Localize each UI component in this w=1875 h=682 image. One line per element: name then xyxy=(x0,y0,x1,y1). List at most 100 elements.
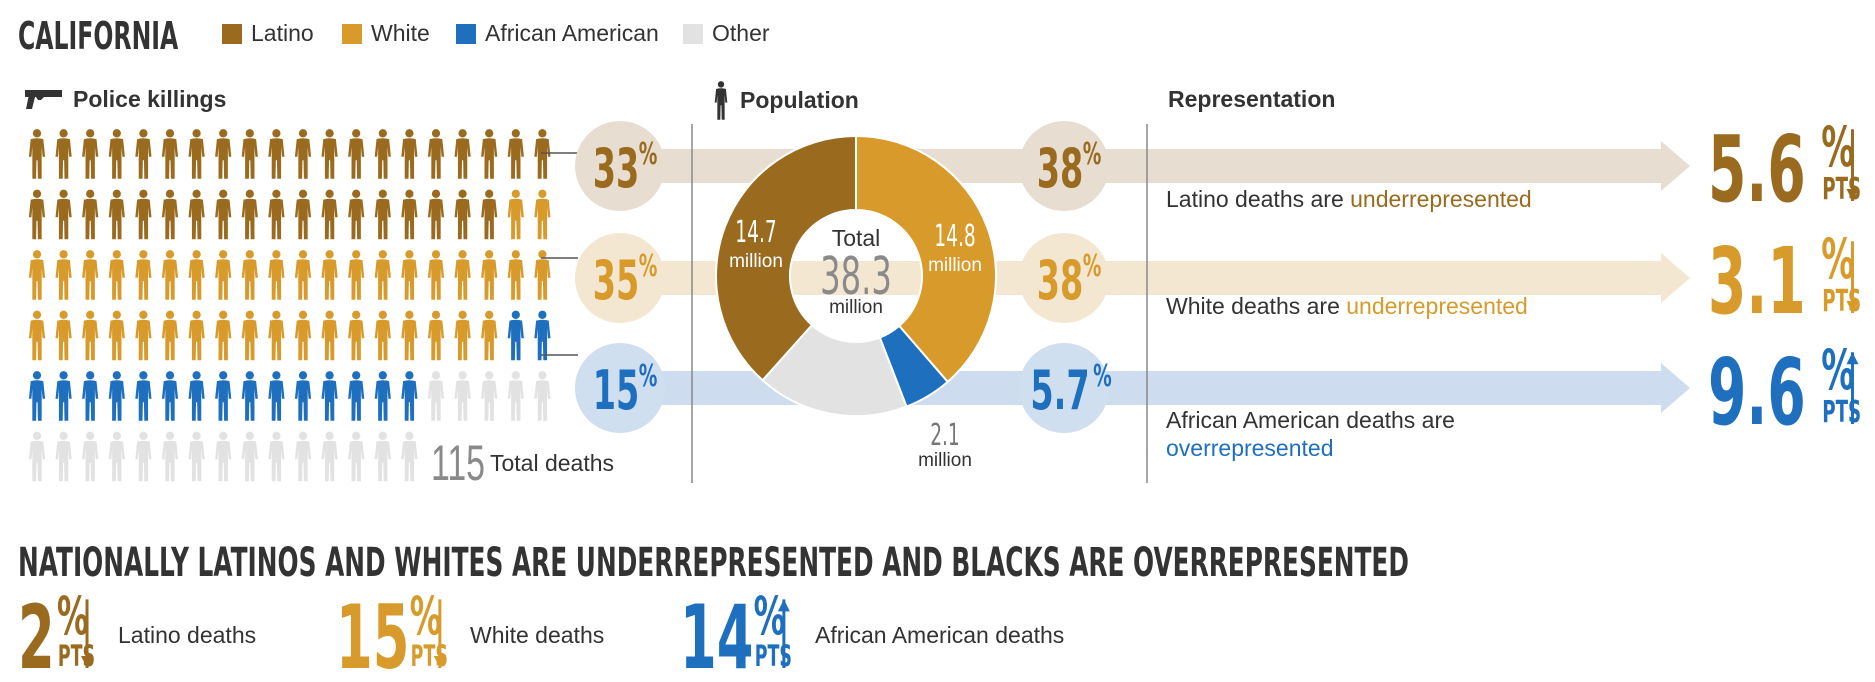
person-icon-white xyxy=(28,310,46,361)
person-icon-aa xyxy=(108,371,125,421)
national-pts-african-american-pts: PTS xyxy=(755,640,792,674)
national-label-african-american: African American deaths xyxy=(815,622,1065,648)
person-icon-white xyxy=(507,250,524,300)
rep-lead-african-american: African American deaths are xyxy=(1166,407,1455,433)
donut-center-label: Total xyxy=(832,225,881,251)
person-icon-latino xyxy=(294,129,312,179)
person-icon-other xyxy=(321,431,338,482)
person-icon-latino xyxy=(481,129,498,179)
person-icon-white xyxy=(241,250,258,300)
person-icon-aa xyxy=(215,371,232,421)
population-share-white-circle xyxy=(1019,233,1109,323)
person-icon-white xyxy=(55,310,72,361)
legend-label-african-american: African American xyxy=(485,20,659,46)
person-icon-latino xyxy=(268,129,285,179)
representation-text-white: White deaths are underrepresented xyxy=(1166,292,1528,320)
person-icon-latino xyxy=(427,129,445,179)
representation-text-latino: Latino deaths are underrepresented xyxy=(1166,185,1532,213)
person-icon-white xyxy=(188,250,205,300)
person-icon-aa xyxy=(268,371,285,421)
arrow-down-icon xyxy=(1846,129,1859,201)
national-headline: NATIONALLY LATINOS AND WHITES ARE UNDERR… xyxy=(18,540,1409,586)
national-pts-white-value: 15 xyxy=(336,588,409,682)
person-icon-white xyxy=(55,250,72,300)
legend-item-latino: Latino xyxy=(222,20,314,47)
national-label-latino: Latino deaths xyxy=(118,622,257,648)
person-icon-aa xyxy=(188,371,205,421)
donut-label-african-american-unit: million xyxy=(918,450,972,471)
person-icon-aa xyxy=(401,371,418,421)
legend-swatch-white xyxy=(342,23,362,44)
person-icon-aa xyxy=(135,371,152,421)
population-share-latino-pct: % xyxy=(1083,136,1102,171)
person-icon-white xyxy=(161,250,179,300)
person-icon-white xyxy=(374,250,391,300)
arrow-down-icon xyxy=(81,599,94,668)
person-icon-latino xyxy=(108,129,125,179)
donut-label-african-american-value: 2.1 xyxy=(930,417,960,452)
person-icon-latino xyxy=(188,189,205,240)
person-icon-white xyxy=(268,250,285,300)
person-icon-white xyxy=(534,189,551,240)
death-share-white-value: 35 xyxy=(593,249,640,313)
person-icon-other xyxy=(108,431,125,482)
person-icon-latino xyxy=(161,129,179,179)
representation-pts-african-american: 9.6 %PTS xyxy=(1708,338,1861,446)
person-icon-white xyxy=(348,310,365,361)
arrow-up-icon xyxy=(777,599,790,668)
person-icon-other xyxy=(161,431,179,482)
legend-label-latino: Latino xyxy=(251,20,314,46)
death-share-latino-value: 33 xyxy=(593,137,640,201)
person-icon-other xyxy=(268,431,285,482)
death-share-white-pct: % xyxy=(639,248,658,283)
person-icon-latino xyxy=(427,189,445,240)
person-icon-other xyxy=(427,371,445,421)
person-icon-latino xyxy=(268,189,285,240)
person-icon-latino xyxy=(454,129,471,179)
person-icon-aa xyxy=(374,371,391,421)
person-icon-white xyxy=(108,310,125,361)
section-label-police-killings: Police killings xyxy=(73,86,226,112)
person-icon-other xyxy=(481,371,498,421)
person-icon xyxy=(714,81,728,120)
person-icon-white xyxy=(454,310,471,361)
person-icon-latino xyxy=(507,129,524,179)
death-share-african-american-circle xyxy=(575,343,665,433)
person-icon-latino xyxy=(374,189,391,240)
donut-slice-white xyxy=(855,134,997,384)
person-icon-other xyxy=(348,431,365,482)
person-icon-aa xyxy=(241,371,258,421)
rep-word-white: underrepresented xyxy=(1346,293,1528,319)
band-arrow-white xyxy=(640,253,1690,303)
person-icon-white xyxy=(215,250,232,300)
person-icon-aa xyxy=(161,371,179,421)
rep-lead-white: White deaths are xyxy=(1166,293,1347,319)
person-icon-white xyxy=(82,250,99,300)
representation-pts-white-value: 3.1 xyxy=(1708,228,1806,335)
person-icon-aa xyxy=(507,310,524,361)
person-icon-other xyxy=(454,371,471,421)
legend-item-other: Other xyxy=(683,20,770,47)
person-icon-aa xyxy=(82,371,99,421)
person-icon-latino xyxy=(321,129,338,179)
person-icon-other xyxy=(534,371,551,421)
population-share-latino-circle xyxy=(1019,121,1109,211)
population-donut: 14.7million14.8million2.1millionTotal38.… xyxy=(715,134,997,471)
person-icon-white xyxy=(481,250,498,300)
donut-slice-other xyxy=(761,323,908,417)
person-icon-white xyxy=(321,250,338,300)
rep-lead-latino: Latino deaths are xyxy=(1166,186,1351,212)
person-icon-white xyxy=(294,250,312,300)
legend-label-other: Other xyxy=(712,20,770,46)
person-icon-white xyxy=(188,310,205,361)
representation-pts-latino: 5.6 %PTS xyxy=(1708,115,1861,223)
person-icon-other xyxy=(507,371,524,421)
person-icon-white xyxy=(215,310,232,361)
person-icon-other xyxy=(135,431,152,482)
person-icon-white xyxy=(135,250,152,300)
national-pts-white-pct: % xyxy=(410,587,442,648)
person-icon-aa xyxy=(294,371,312,421)
donut-center-unit: million xyxy=(829,297,883,318)
national-pts-latino: 2 %PTS xyxy=(18,587,95,682)
